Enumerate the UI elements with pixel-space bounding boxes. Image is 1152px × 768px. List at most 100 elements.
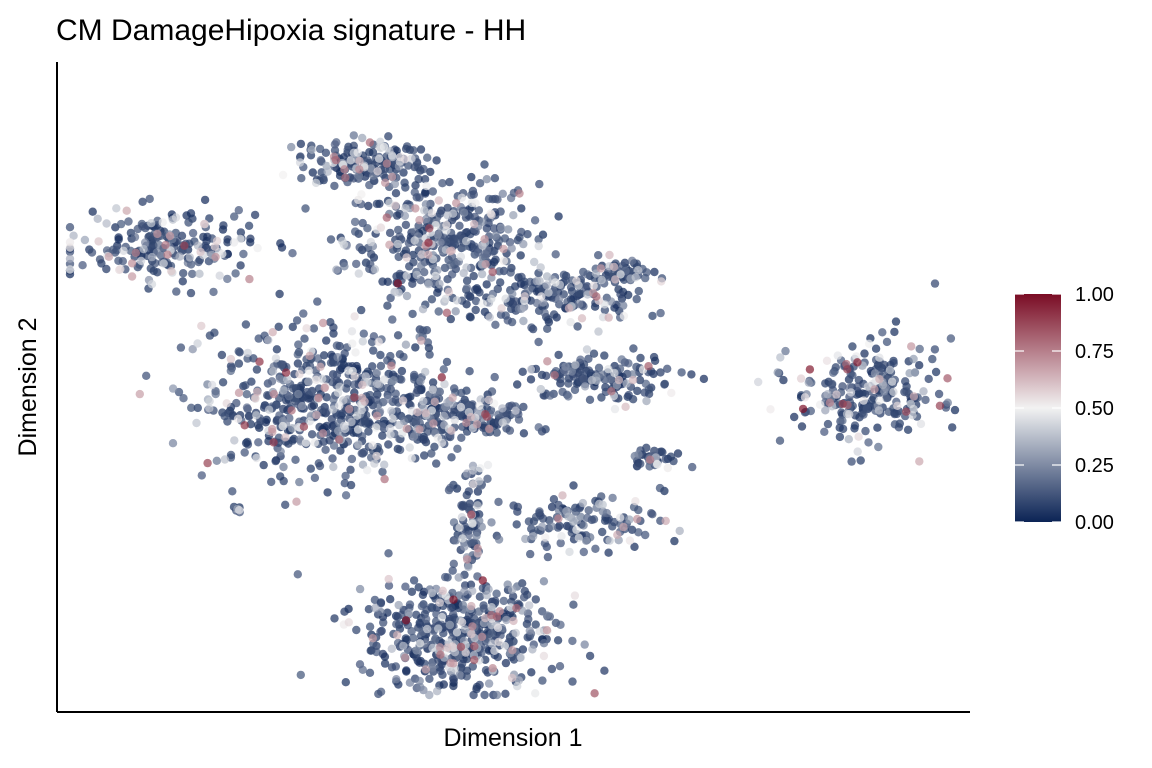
scatter-point [433,230,442,239]
scatter-point [194,257,203,267]
scatter-point [542,371,551,380]
scatter-point [915,457,924,466]
scatter-point [521,534,530,544]
scatter-point [355,243,364,252]
scatter-point [372,199,382,209]
scatter-point [197,471,206,480]
scatter-point [564,379,573,388]
scatter-point [419,397,428,406]
scatter-point [606,374,615,384]
scatter-point [578,498,588,508]
scatter-point [104,252,114,261]
scatter-point [647,509,656,518]
scatter-point [207,380,217,390]
scatter-point [365,390,375,400]
scatter-point [275,289,284,299]
scatter-point [484,194,494,204]
scatter-point [492,428,501,437]
scatter-point [402,666,411,675]
scatter-point [617,355,626,364]
scatter-point [889,387,898,397]
scatter-point [351,348,360,357]
scatter-point [505,426,515,435]
scatter-point [874,442,883,452]
scatter-point [383,394,393,404]
scatter-point [846,388,856,397]
scatter-point [687,370,696,379]
scatter-point [176,343,186,352]
scatter-point [448,566,457,575]
scatter-point [348,339,357,348]
scatter-point [316,362,325,371]
scatter-point [391,189,401,198]
scatter-point [398,396,408,405]
scatter-point [451,536,461,545]
scatter-point [930,345,940,354]
scatter-point [699,374,709,384]
scatter-point [832,390,841,399]
scatter-point [519,316,528,326]
scatter-point [619,311,629,321]
scatter-point [395,269,404,279]
scatter-point [417,250,427,259]
scatter-point [754,377,763,387]
scatter-point [542,272,552,281]
legend-tick-label: 0.50 [1075,398,1114,420]
scatter-point [471,199,480,208]
scatter-point [915,361,924,370]
scatter-point [487,620,496,630]
scatter-point [271,456,280,466]
scatter-point [463,555,472,564]
scatter-point [180,241,189,250]
scatter-point [481,260,490,269]
scatter-point [65,223,75,232]
scatter-point [333,388,343,397]
scatter-point [395,420,404,430]
scatter-point [420,268,429,277]
scatter-point [843,365,852,374]
scatter-point [401,582,410,591]
scatter-point [641,530,650,540]
scatter-point [326,235,336,244]
scatter-point [371,603,380,613]
scatter-point [534,235,543,244]
scatter-point [276,447,285,456]
scatter-point [409,146,418,155]
scatter-point [517,204,526,213]
scatter-point [481,410,490,419]
scatter-point [337,360,346,369]
scatter-point [245,274,254,284]
scatter-point [501,294,510,303]
scatter-point [294,389,303,399]
scatter-point [241,320,251,329]
scatter-point [631,273,640,282]
scatter-point [854,432,863,441]
scatter-point [341,491,351,500]
scatter-point [480,235,489,244]
scatter-point [95,255,105,264]
scatter-point [853,358,862,367]
scatter-point [471,305,480,315]
scatter-point [453,444,462,453]
scatter-point [186,288,196,298]
scatter-point [457,618,467,627]
scatter-point [341,471,350,481]
scatter-point [215,271,224,280]
scatter-point [358,133,367,143]
scatter-point [252,453,261,463]
scatter-point [386,595,395,604]
scatter-point [195,269,204,278]
scatter-point [822,356,832,365]
scatter-point [322,407,331,417]
scatter-point [921,395,930,405]
scatter-point [392,675,401,684]
scatter-point [474,206,484,215]
scatter-point [391,201,400,210]
scatter-point [302,324,311,333]
scatter-point [423,427,432,436]
scatter-point [141,238,150,247]
scatter-point [254,438,263,447]
scatter-point [205,397,214,406]
scatter-point [301,438,311,447]
scatter-point [354,171,364,181]
